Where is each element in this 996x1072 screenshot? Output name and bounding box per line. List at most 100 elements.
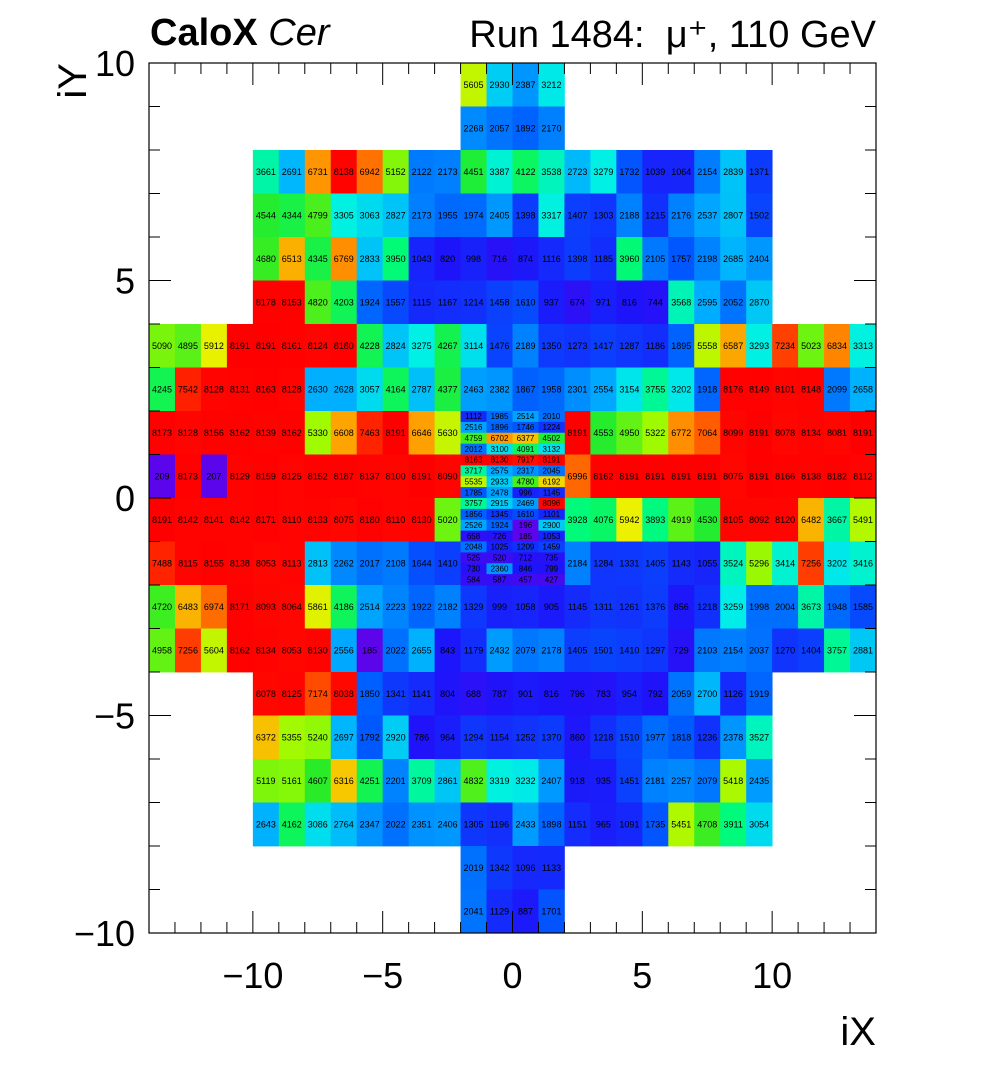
cell-value-label: 2554 [593, 384, 613, 394]
heatmap-cell [278, 193, 306, 238]
x-tick-label: −5 [362, 955, 403, 996]
heatmap-cell [564, 411, 591, 455]
cell-value-label: 8138 [801, 471, 821, 481]
cell-value-label: 8112 [853, 471, 872, 481]
cell-value-label: 792 [648, 689, 663, 699]
heatmap-cell [382, 715, 410, 760]
heatmap-cell [616, 672, 643, 716]
heatmap-cell [278, 150, 306, 194]
cell-value-label: 1252 [515, 732, 535, 742]
heatmap-cell [486, 237, 513, 281]
cell-value-label: 2685 [723, 254, 743, 264]
heatmap-cell [590, 193, 617, 238]
cell-value-label: 8163 [256, 384, 276, 394]
cell-value-label: 8161 [282, 341, 302, 351]
heatmap-cell [252, 193, 280, 238]
cell-value-label: 1585 [853, 602, 873, 612]
heatmap-cell [408, 585, 435, 629]
heatmap-cell [590, 150, 617, 194]
heatmap-cell [720, 628, 747, 673]
heatmap-cell [512, 530, 539, 542]
cell-value-label: 8131 [230, 384, 250, 394]
heatmap-cell [486, 432, 513, 445]
cell-value-label: 1850 [360, 689, 380, 699]
heatmap-cell [720, 454, 747, 499]
heatmap-cell [174, 498, 202, 542]
cell-value-label: 8162 [230, 428, 250, 438]
heatmap-cell [460, 193, 487, 238]
cell-value-label: 8191 [697, 471, 717, 481]
cell-value-label: 5240 [308, 732, 328, 742]
heatmap-cell [408, 715, 435, 760]
heatmap-cell [486, 476, 513, 488]
heatmap-cell [772, 324, 799, 368]
heatmap-cells [149, 63, 877, 934]
cell-value-label: 1273 [567, 341, 587, 351]
cell-value-label: 2700 [697, 689, 717, 699]
cell-value-label: 2184 [567, 558, 587, 568]
cell-value-label: 8138 [334, 167, 354, 177]
heatmap-cell [772, 628, 799, 673]
cell-value-label: 1974 [464, 210, 484, 220]
cell-value-label: 3057 [360, 384, 380, 394]
heatmap-cell [226, 585, 254, 629]
heatmap-cell [642, 498, 669, 542]
heatmap-cell [694, 237, 721, 281]
heatmap-cell [460, 106, 487, 151]
cell-value-label: 3132 [543, 445, 561, 454]
cell-value-label: 1458 [490, 297, 510, 307]
heatmap-cell [382, 628, 410, 673]
cell-value-label: 3524 [723, 558, 743, 568]
cell-value-label: 8159 [256, 471, 276, 481]
heatmap-cell [616, 802, 643, 847]
cell-value-label: 8101 [775, 384, 795, 394]
heatmap-cell [330, 411, 358, 455]
cell-value-label: 2469 [517, 499, 535, 508]
cell-value-label: 1757 [671, 254, 691, 264]
heatmap-cell [460, 530, 487, 542]
heatmap-cell [252, 585, 280, 629]
heatmap-cell [330, 802, 358, 847]
cell-value-label: 735 [545, 554, 559, 563]
cell-value-label: 2154 [697, 167, 717, 177]
cell-value-label: 1732 [619, 167, 639, 177]
cell-value-label: 584 [467, 575, 481, 584]
heatmap-cell [226, 628, 254, 673]
cell-value-label: 2643 [256, 819, 276, 829]
heatmap-cell [642, 541, 669, 586]
cell-value-label: 2154 [723, 645, 743, 655]
cell-value-label: 2181 [645, 776, 665, 786]
cell-value-label: 935 [596, 776, 611, 786]
heatmap-cell [382, 672, 410, 716]
heatmap-cell [694, 802, 721, 847]
cell-value-label: 2723 [567, 167, 587, 177]
cell-value-label: 1167 [438, 297, 457, 307]
cell-value-label: 1407 [567, 210, 587, 220]
heatmap-cell [668, 628, 695, 673]
cell-value-label: 8099 [723, 428, 743, 438]
cell-value-label: 5605 [464, 80, 484, 90]
heatmap-cell [512, 454, 539, 466]
cell-value-label: 8191 [256, 341, 276, 351]
heatmap-cell [330, 715, 358, 760]
cell-value-label: 8075 [334, 515, 354, 525]
cell-value-label: 3673 [801, 602, 821, 612]
cell-value-label: 5558 [697, 341, 717, 351]
cell-value-label: 8141 [204, 515, 224, 525]
heatmap-cell [590, 454, 617, 499]
cell-value-label: 2839 [723, 167, 743, 177]
heatmap-cell [460, 150, 487, 194]
cell-value-label: 1502 [749, 210, 769, 220]
cell-value-label: 8130 [412, 515, 432, 525]
heatmap-cell [590, 280, 617, 325]
heatmap-cell [382, 498, 410, 542]
cell-value-label: 4832 [464, 776, 484, 786]
heatmap-cell [616, 324, 643, 368]
cell-value-label: 1209 [517, 543, 535, 552]
cell-value-label: 8110 [386, 515, 405, 525]
heatmap-cell [434, 454, 461, 499]
cell-value-label: 2526 [465, 521, 483, 530]
cell-value-label: 905 [544, 602, 559, 612]
cell-value-label: 196 [519, 521, 533, 530]
cell-value-label: 1410 [438, 558, 458, 568]
